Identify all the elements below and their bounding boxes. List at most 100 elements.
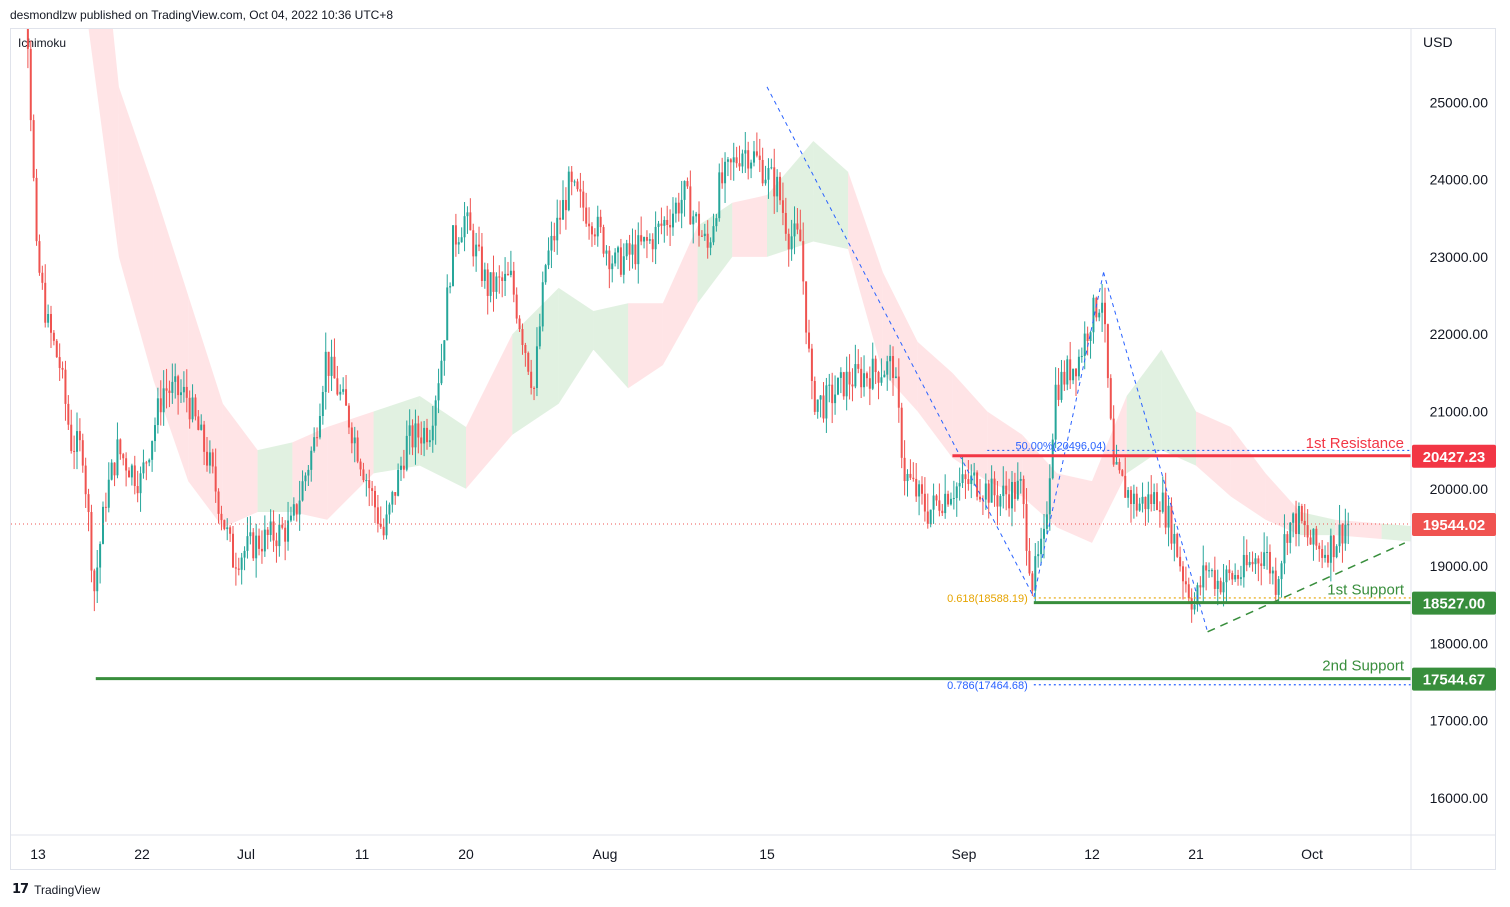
cloud-segment-bearish — [1057, 473, 1092, 543]
candle — [1179, 546, 1182, 572]
candle — [1109, 374, 1112, 421]
candle — [724, 152, 727, 203]
cloud-segment-bearish — [848, 171, 883, 373]
candle — [489, 272, 492, 303]
candle-body — [1295, 513, 1298, 535]
candle — [1043, 514, 1045, 559]
candle-body — [608, 250, 611, 270]
y-tick-label: 19000.00 — [1430, 558, 1489, 574]
candle-body — [781, 200, 784, 213]
candle-body — [460, 237, 463, 243]
candle — [35, 168, 38, 246]
candle — [1089, 331, 1092, 359]
candle — [52, 330, 55, 346]
candle — [1271, 566, 1274, 585]
candle-body — [559, 217, 562, 220]
candle-body — [918, 484, 921, 497]
candle-body — [784, 212, 787, 234]
candle — [492, 255, 495, 312]
candle-body — [162, 388, 165, 413]
candle-body — [1329, 535, 1332, 563]
candle — [663, 216, 666, 243]
candle — [758, 138, 761, 173]
candle-body — [229, 527, 232, 534]
y-tick-label: 18000.00 — [1430, 635, 1489, 651]
candle-body — [1028, 550, 1031, 574]
candle — [391, 490, 394, 513]
candle — [449, 282, 452, 294]
candle-body — [1040, 538, 1043, 555]
candle — [1190, 588, 1193, 623]
candle-body — [240, 557, 243, 570]
candle-body — [619, 247, 622, 275]
candle — [836, 377, 839, 396]
candle-body — [1127, 490, 1130, 498]
cloud-segment-bullish — [813, 140, 849, 250]
candle — [501, 271, 504, 298]
candle-body — [443, 340, 446, 361]
x-tick-label: 12 — [1084, 846, 1100, 862]
candle — [240, 552, 243, 585]
time-axis[interactable]: 13 22 Jul 11 20 Aug 15 Sep 12 21 Oct — [30, 846, 1323, 862]
candle-body — [674, 202, 677, 214]
candle-body — [1286, 534, 1289, 543]
candle-body — [486, 269, 489, 296]
candle — [356, 430, 359, 464]
candle-body — [269, 521, 272, 535]
candle-body — [588, 223, 591, 227]
x-tick-label: 20 — [458, 846, 474, 862]
candle-body — [938, 500, 941, 511]
candle — [752, 140, 755, 167]
candle-body — [1025, 504, 1028, 551]
price-axis[interactable]: 16000.00 17000.00 18000.00 19000.00 20000.00… — [1430, 94, 1489, 806]
candle-body — [1237, 575, 1240, 579]
indicator-label[interactable]: Ichimoku — [18, 36, 67, 50]
candle — [903, 440, 906, 496]
candle-body — [1132, 493, 1135, 505]
candle — [1283, 514, 1286, 575]
candle — [816, 399, 819, 419]
candle — [47, 304, 50, 328]
candle — [677, 192, 680, 222]
candle — [1318, 542, 1321, 562]
candle-body — [515, 294, 518, 319]
candle-body — [26, 29, 29, 49]
candle-body — [764, 179, 767, 184]
candle-body — [651, 239, 654, 250]
candle-body — [834, 394, 837, 404]
candle — [289, 506, 292, 523]
x-tick-label: Sep — [952, 846, 977, 862]
candle — [1138, 497, 1141, 512]
candle-body — [721, 172, 724, 184]
candle-body — [1280, 563, 1283, 580]
y-tick-label: 21000.00 — [1430, 404, 1489, 420]
candle-body — [1167, 505, 1170, 528]
candle — [533, 386, 536, 401]
candle-body — [234, 567, 237, 569]
footer-brand[interactable]: 17 TradingView — [12, 882, 100, 897]
candle-body — [431, 425, 434, 441]
candle-body — [648, 239, 651, 241]
candle — [1266, 536, 1269, 570]
candle-body — [1054, 384, 1057, 440]
candle-body — [700, 235, 703, 237]
candle — [1054, 367, 1057, 449]
candle-body — [177, 376, 180, 396]
candle — [567, 166, 570, 212]
candle-body — [1289, 522, 1292, 543]
candle — [617, 245, 620, 270]
candle — [1324, 545, 1327, 563]
candle-body — [996, 495, 999, 507]
candle-body — [920, 484, 923, 494]
level-price-tag-label: 17544.67 — [1423, 672, 1486, 689]
candle-body — [767, 168, 770, 180]
candle — [371, 480, 374, 506]
candle-body — [935, 495, 938, 501]
candle — [750, 159, 753, 179]
candle-body — [102, 506, 104, 544]
candle — [512, 261, 515, 303]
candle — [269, 509, 272, 542]
candle-body — [669, 224, 672, 228]
candle-body — [1077, 356, 1080, 377]
